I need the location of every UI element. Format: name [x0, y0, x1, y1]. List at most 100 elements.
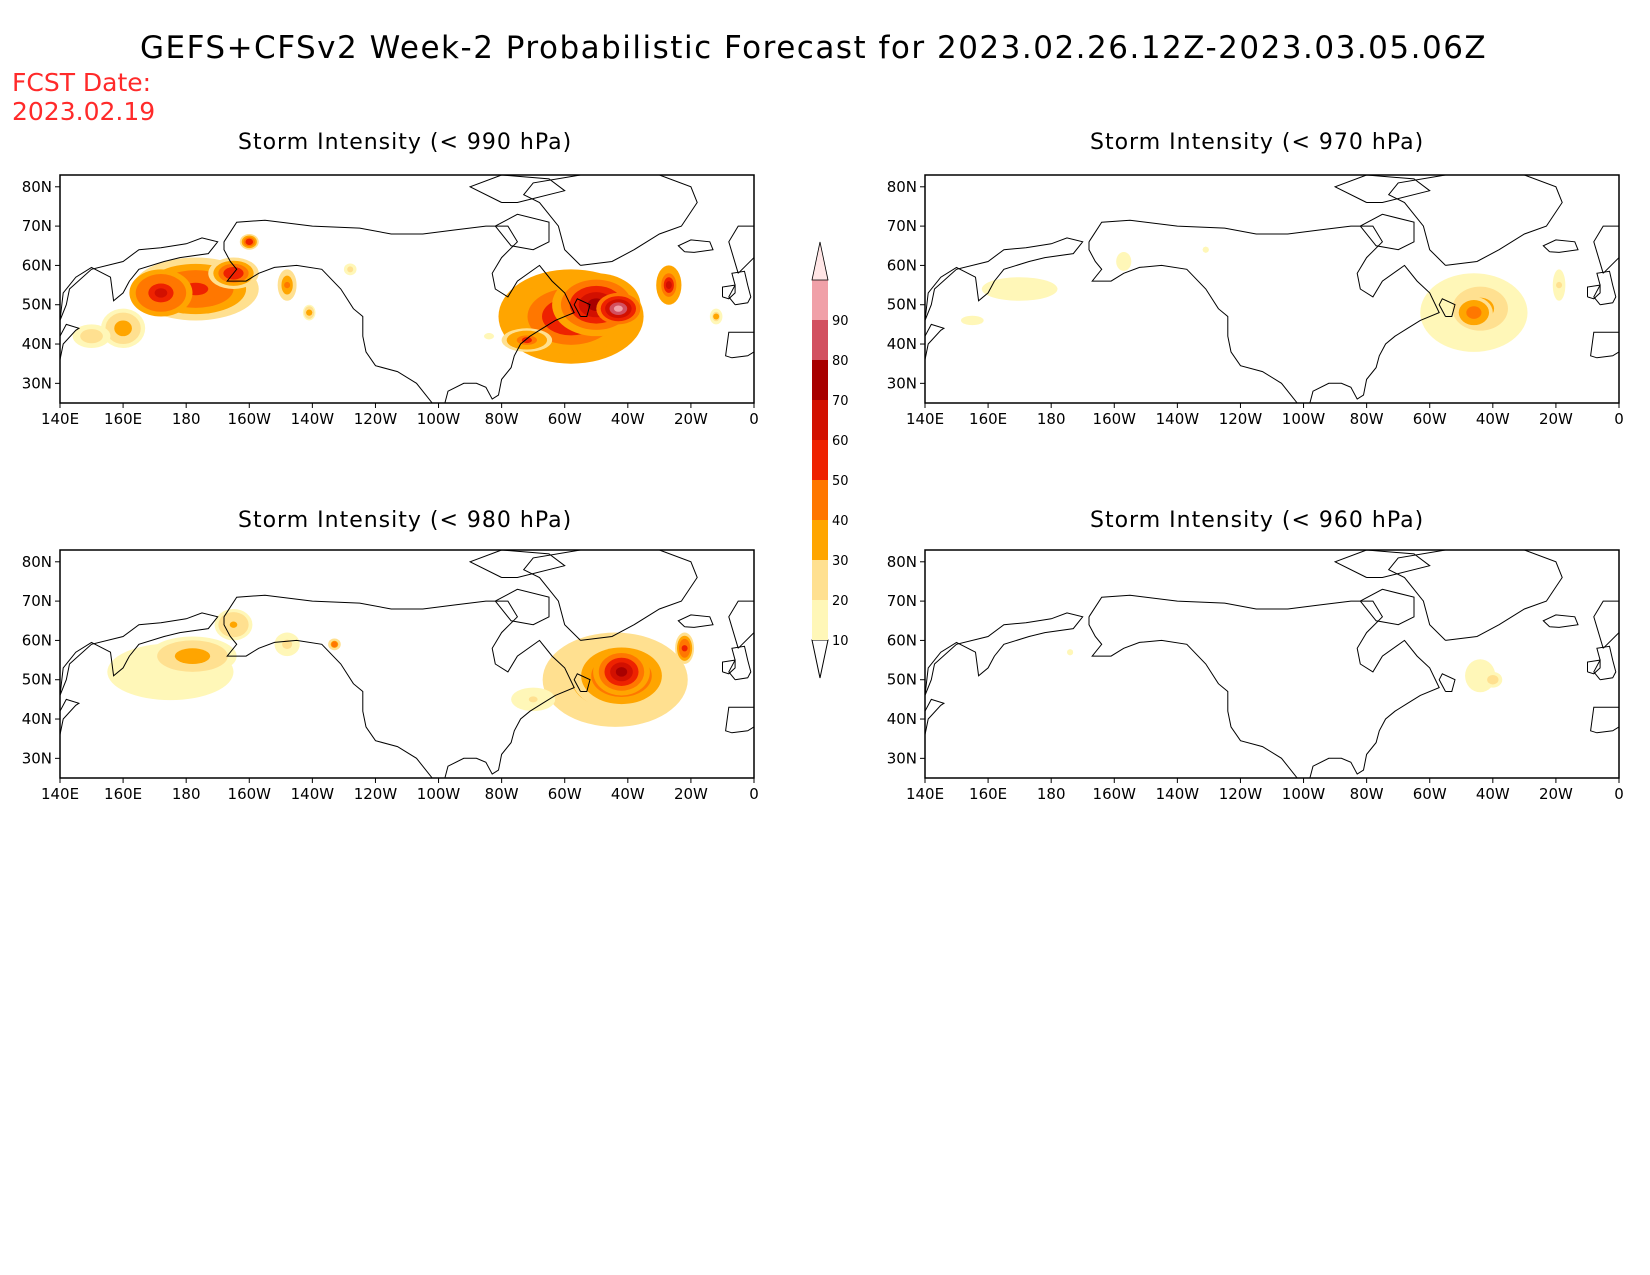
lat-label: 70N: [22, 217, 52, 235]
panel-title-990: Storm Intensity (< 990 hPa): [238, 130, 573, 155]
probability-area: [284, 641, 291, 648]
lon-label: 160W: [228, 785, 272, 803]
lon-label: 40W: [1476, 410, 1510, 428]
coastline-scandinavia: [1593, 600, 1619, 649]
probability-area: [229, 621, 238, 628]
probability-area: [1556, 281, 1563, 289]
lat-label: 80N: [22, 553, 52, 571]
lon-label: 140W: [291, 410, 335, 428]
forecast-date-label: FCST Date:: [12, 68, 152, 97]
lat-label: 50N: [887, 671, 917, 689]
lat-label: 40N: [22, 710, 52, 728]
probability-area: [665, 281, 672, 289]
colorbar-upper-triangle: [811, 241, 829, 281]
colorbar-label: 50: [832, 474, 849, 489]
coastline-newfoundland: [1438, 673, 1456, 692]
coastline-asia: [925, 612, 1084, 696]
coastline-newfoundland: [1438, 298, 1456, 317]
coastline-ellesmere: [468, 175, 566, 203]
probability-colorbar: 10 20 30 40 50 60 70 80 90: [811, 241, 849, 679]
panel-title-960: Storm Intensity (< 960 hPa): [1090, 508, 1425, 533]
coastline-iceland: [677, 614, 714, 628]
lon-label: 100W: [1282, 785, 1326, 803]
lon-label: 0: [1614, 410, 1624, 428]
lat-label: 50N: [22, 671, 52, 689]
colorbar-lower-triangle: [811, 639, 829, 679]
lon-label: 160E: [104, 785, 142, 803]
lon-label: 60W: [1413, 785, 1447, 803]
lon-label: 20W: [674, 410, 708, 428]
lon-label: 120W: [1219, 410, 1263, 428]
lat-label: 50N: [887, 296, 917, 314]
lat-label: 70N: [887, 217, 917, 235]
probability-area: [713, 313, 720, 320]
coastline-ellesmere: [1333, 550, 1431, 578]
lon-label: 160W: [1093, 785, 1137, 803]
coastline-baffin: [494, 588, 550, 626]
probability-area: [118, 324, 128, 333]
coastline-britain: [1593, 270, 1617, 306]
lon-label: 100W: [417, 785, 461, 803]
lon-label: 0: [749, 785, 759, 803]
coastline-europe: [725, 706, 754, 734]
coastline-baffin: [494, 213, 550, 251]
coastline-japan: [60, 323, 81, 360]
lon-label: 180: [172, 785, 201, 803]
forecast-date-value: 2023.02.19: [12, 97, 156, 126]
probability-area: [1120, 258, 1127, 265]
coastline-britain: [728, 270, 752, 306]
coastline-iceland: [1542, 239, 1579, 253]
lon-label: 140W: [291, 785, 335, 803]
map-panel-960: 140E 160E 180 160W 140W 120W 100W 80W 60W 40W 20W 0…: [887, 549, 1624, 803]
colorbar-label: 60: [832, 434, 849, 449]
colorbar-segment: [812, 440, 828, 480]
probability-area: [615, 667, 628, 677]
lon-label: 140E: [906, 410, 944, 428]
lon-label: 160W: [1093, 410, 1137, 428]
lon-label: 60W: [1413, 410, 1447, 428]
probability-area: [246, 238, 253, 245]
lat-label: 80N: [887, 178, 917, 196]
probability-area: [1470, 309, 1478, 316]
lat-label: 80N: [22, 178, 52, 196]
map-panel-990: 140E 160E 180 160W 140W 120W 100W 80W 60W 40W 20W 0…: [22, 174, 759, 428]
probability-area: [1007, 285, 1033, 293]
lon-label: 140W: [1156, 410, 1200, 428]
probability-area: [347, 266, 354, 273]
colorbar-segment: [812, 520, 828, 560]
lon-label: 120W: [1219, 785, 1263, 803]
lon-label: 180: [172, 410, 201, 428]
lon-label: 60W: [548, 785, 582, 803]
coastline-ireland: [722, 284, 736, 300]
coastline-baffin: [1359, 588, 1415, 626]
lat-label: 40N: [22, 335, 52, 353]
coastline-asia: [60, 612, 219, 696]
coastline-northAmerica: [1088, 219, 1440, 403]
probability-area: [1489, 676, 1496, 683]
coastline-newfoundland: [573, 298, 591, 317]
lon-label: 160E: [104, 410, 142, 428]
probability-area: [681, 645, 688, 652]
lat-label: 60N: [887, 631, 917, 649]
lon-label: 40W: [1476, 785, 1510, 803]
colorbar-segment: [812, 600, 828, 640]
lat-label: 40N: [887, 710, 917, 728]
lat-label: 70N: [887, 592, 917, 610]
coastline-ireland: [1587, 659, 1601, 675]
colorbar-label: 30: [832, 554, 849, 569]
lon-label: 0: [749, 410, 759, 428]
coastline-greenland: [522, 550, 698, 641]
coastline-greenland: [1387, 550, 1563, 641]
coastline-greenland: [1387, 175, 1563, 266]
colorbar-segment: [812, 280, 828, 320]
lon-label: 180: [1037, 410, 1066, 428]
map-frame: [924, 549, 1620, 779]
lon-label: 20W: [1539, 410, 1573, 428]
probability-area: [284, 281, 291, 289]
probability-area: [1475, 670, 1486, 682]
probability-area: [1202, 246, 1209, 253]
coastline-europe: [725, 331, 754, 359]
probability-area: [306, 309, 313, 316]
lon-label: 40W: [611, 785, 645, 803]
map-frame: [924, 174, 1620, 404]
